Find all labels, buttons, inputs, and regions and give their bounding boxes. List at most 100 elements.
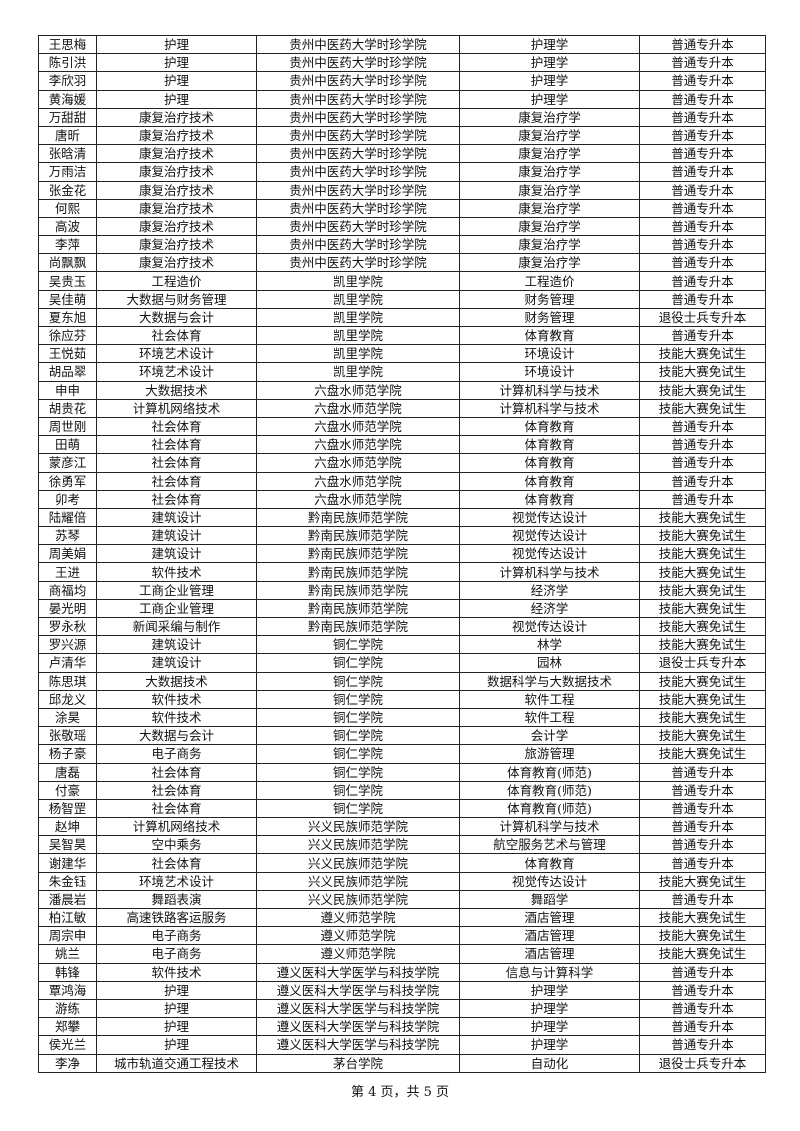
student-name-cell: 胡品翠 bbox=[38, 362, 97, 382]
admission-type-cell: 技能大赛免试生 bbox=[639, 526, 766, 546]
original-major-cell: 建筑设计 bbox=[96, 526, 257, 546]
target-school-cell: 黔南民族师范学院 bbox=[256, 580, 460, 600]
table-row: 申申 大数据技术 六盘水师范学院 计算机科学与技术 技能大赛免试生 bbox=[38, 380, 766, 400]
table-row: 游练 护理 遵义医科大学医学与科技学院 护理学 普通专升本 bbox=[38, 998, 766, 1019]
original-major-cell: 建筑设计 bbox=[96, 635, 257, 655]
table-row: 陈引洪 护理 贵州中医药大学时珍学院 护理学 普通专升本 bbox=[38, 53, 766, 73]
page-footer: 第 4 页，共 5 页 bbox=[350, 1085, 450, 1100]
original-major-cell: 软件技术 bbox=[96, 562, 257, 582]
original-major-cell: 康复治疗技术 bbox=[96, 125, 257, 146]
student-name-cell: 苏琴 bbox=[38, 526, 97, 546]
admission-type-cell: 技能大赛免试生 bbox=[639, 507, 766, 528]
original-major-cell: 大数据技术 bbox=[96, 380, 257, 400]
table-row: 何熙 康复治疗技术 贵州中医药大学时珍学院 康复治疗学 普通专升本 bbox=[38, 198, 766, 218]
original-major-cell: 环境艺术设计 bbox=[96, 344, 257, 364]
target-major-cell: 酒店管理 bbox=[459, 907, 640, 928]
original-major-cell: 社会体育 bbox=[96, 762, 257, 782]
original-major-cell: 康复治疗技术 bbox=[96, 144, 257, 164]
student-name-cell: 申申 bbox=[38, 380, 97, 400]
table-row: 姚兰 电子商务 遵义师范学院 酒店管理 技能大赛免试生 bbox=[38, 944, 766, 964]
original-major-cell: 社会体育 bbox=[96, 435, 257, 455]
target-major-cell: 航空服务艺术与管理 bbox=[459, 835, 640, 855]
table-row: 陈思琪 大数据技术 铜仁学院 数据科学与大数据技术 技能大赛免试生 bbox=[38, 671, 766, 691]
target-school-cell: 遵义师范学院 bbox=[256, 944, 460, 964]
admission-type-cell: 普通专升本 bbox=[639, 853, 766, 873]
target-school-cell: 贵州中医药大学时珍学院 bbox=[256, 180, 460, 200]
admission-type-cell: 普通专升本 bbox=[639, 889, 766, 910]
original-major-cell: 康复治疗技术 bbox=[96, 216, 257, 237]
student-name-cell: 韩锋 bbox=[38, 962, 97, 982]
table-row: 李净 城市轨道交通工程技术 茅台学院 自动化 退役士兵专升本 bbox=[38, 1053, 766, 1073]
target-major-cell: 视觉传达设计 bbox=[459, 616, 640, 637]
original-major-cell: 社会体育 bbox=[96, 853, 257, 873]
admission-type-cell: 普通专升本 bbox=[639, 762, 766, 782]
table-row: 高波 康复治疗技术 贵州中医药大学时珍学院 康复治疗学 普通专升本 bbox=[38, 216, 766, 237]
target-school-cell: 铜仁学院 bbox=[256, 653, 460, 673]
admission-type-cell: 技能大赛免试生 bbox=[639, 398, 766, 418]
target-school-cell: 兴义民族师范学院 bbox=[256, 817, 460, 837]
admission-type-cell: 普通专升本 bbox=[639, 325, 766, 346]
original-major-cell: 康复治疗技术 bbox=[96, 180, 257, 200]
target-major-cell: 护理学 bbox=[459, 1017, 640, 1037]
table-row: 徐勇军 社会体育 六盘水师范学院 体育教育 普通专升本 bbox=[38, 471, 766, 491]
original-major-cell: 社会体育 bbox=[96, 416, 257, 437]
original-major-cell: 城市轨道交通工程技术 bbox=[96, 1053, 257, 1073]
target-major-cell: 康复治疗学 bbox=[459, 125, 640, 146]
original-major-cell: 社会体育 bbox=[96, 798, 257, 819]
original-major-cell: 社会体育 bbox=[96, 325, 257, 346]
target-major-cell: 计算机科学与技术 bbox=[459, 398, 640, 418]
target-school-cell: 兴义民族师范学院 bbox=[256, 853, 460, 873]
table-row: 潘晨岩 舞蹈表演 兴义民族师范学院 舞蹈学 普通专升本 bbox=[38, 889, 766, 910]
target-major-cell: 财务管理 bbox=[459, 289, 640, 309]
target-school-cell: 遵义医科大学医学与科技学院 bbox=[256, 1035, 460, 1055]
target-school-cell: 黔南民族师范学院 bbox=[256, 544, 460, 564]
target-major-cell: 计算机科学与技术 bbox=[459, 562, 640, 582]
target-major-cell: 信息与计算科学 bbox=[459, 962, 640, 982]
student-name-cell: 徐应芬 bbox=[38, 325, 97, 346]
table-row: 周宗申 电子商务 遵义师范学院 酒店管理 技能大赛免试生 bbox=[38, 926, 766, 946]
target-major-cell: 软件工程 bbox=[459, 707, 640, 728]
original-major-cell: 康复治疗技术 bbox=[96, 107, 257, 127]
target-school-cell: 凯里学院 bbox=[256, 325, 460, 346]
admission-type-cell: 技能大赛免试生 bbox=[639, 726, 766, 746]
table-row: 朱金钰 环境艺术设计 兴义民族师范学院 视觉传达设计 技能大赛免试生 bbox=[38, 871, 766, 891]
original-major-cell: 工程造价 bbox=[96, 271, 257, 291]
student-name-cell: 吴贵玉 bbox=[38, 271, 97, 291]
target-major-cell: 康复治疗学 bbox=[459, 216, 640, 237]
target-major-cell: 体育教育 bbox=[459, 435, 640, 455]
student-name-cell: 尚飘飘 bbox=[38, 253, 97, 273]
target-school-cell: 黔南民族师范学院 bbox=[256, 507, 460, 528]
target-major-cell: 会计学 bbox=[459, 726, 640, 746]
target-school-cell: 遵义医科大学医学与科技学院 bbox=[256, 998, 460, 1019]
admission-type-cell: 普通专升本 bbox=[639, 835, 766, 855]
admission-type-cell: 普通专升本 bbox=[639, 416, 766, 437]
target-major-cell: 康复治疗学 bbox=[459, 107, 640, 127]
target-school-cell: 遵义医科大学医学与科技学院 bbox=[256, 980, 460, 1000]
table-row: 蒙彦江 社会体育 六盘水师范学院 体育教育 普通专升本 bbox=[38, 453, 766, 473]
table-row: 陆耀倍 建筑设计 黔南民族师范学院 视觉传达设计 技能大赛免试生 bbox=[38, 507, 766, 528]
original-major-cell: 计算机网络技术 bbox=[96, 817, 257, 837]
target-major-cell: 康复治疗学 bbox=[459, 198, 640, 218]
target-school-cell: 六盘水师范学院 bbox=[256, 398, 460, 418]
admission-type-cell: 普通专升本 bbox=[639, 71, 766, 91]
target-school-cell: 黔南民族师范学院 bbox=[256, 598, 460, 619]
table-row: 王悦茹 环境艺术设计 凯里学院 环境设计 技能大赛免试生 bbox=[38, 344, 766, 364]
target-school-cell: 六盘水师范学院 bbox=[256, 416, 460, 437]
target-major-cell: 计算机科学与技术 bbox=[459, 380, 640, 400]
target-major-cell: 护理学 bbox=[459, 1035, 640, 1055]
target-school-cell: 黔南民族师范学院 bbox=[256, 562, 460, 582]
table-row: 邱龙义 软件技术 铜仁学院 软件工程 技能大赛免试生 bbox=[38, 689, 766, 709]
student-name-cell: 邱龙义 bbox=[38, 689, 97, 709]
target-major-cell: 护理学 bbox=[459, 998, 640, 1019]
student-name-cell: 张金花 bbox=[38, 180, 97, 200]
target-school-cell: 凯里学院 bbox=[256, 344, 460, 364]
target-major-cell: 康复治疗学 bbox=[459, 144, 640, 164]
admission-type-cell: 技能大赛免试生 bbox=[639, 544, 766, 564]
target-major-cell: 旅游管理 bbox=[459, 744, 640, 764]
original-major-cell: 电子商务 bbox=[96, 926, 257, 946]
student-name-cell: 唐磊 bbox=[38, 762, 97, 782]
target-school-cell: 铜仁学院 bbox=[256, 744, 460, 764]
student-name-cell: 王悦茹 bbox=[38, 344, 97, 364]
admission-type-cell: 技能大赛免试生 bbox=[639, 926, 766, 946]
admission-type-cell: 技能大赛免试生 bbox=[639, 871, 766, 891]
